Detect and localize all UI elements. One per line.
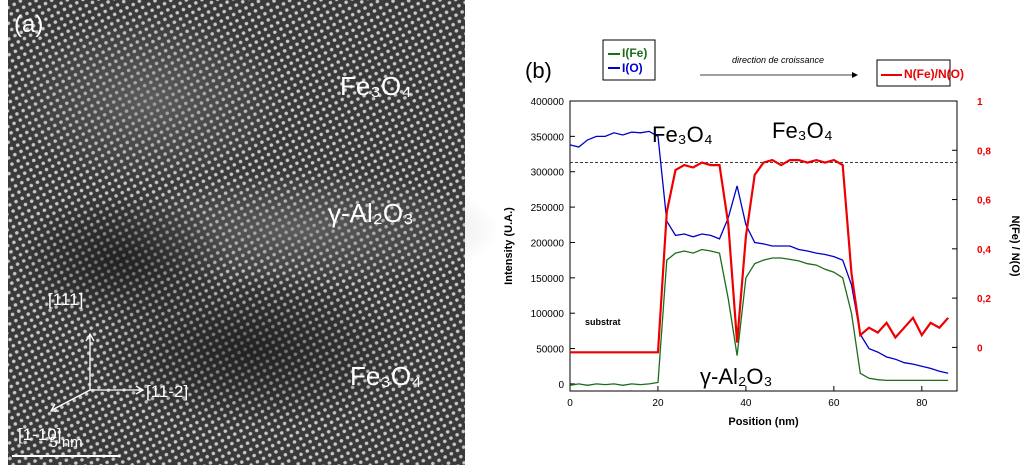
y2-tick-label: 0,8: [977, 146, 991, 157]
annotation: Fe₃O₄: [772, 118, 833, 143]
x-tick-label: 20: [652, 398, 664, 409]
direction-label: [11-2]: [146, 382, 188, 401]
x-tick-label: 80: [916, 398, 928, 409]
legend-note: direction de croissance: [732, 55, 824, 65]
y-tick-label: 250000: [531, 203, 565, 214]
annotation: γ-Al₂O₃: [700, 364, 773, 389]
y-tick-label: 150000: [531, 274, 565, 285]
y2-tick-label: 1: [977, 97, 983, 108]
legend-label: I(Fe): [622, 46, 647, 60]
series-line: [570, 158, 950, 354]
phase-label: Fe₃O₄: [350, 361, 422, 391]
y-axis-label: Intensity (U.A.): [503, 207, 515, 285]
growth-arrowhead: [852, 72, 858, 78]
panel-label: (a): [14, 11, 43, 38]
chart: 0 20 40 60 80 0 50000 100000 150000 200000 250000 3…: [503, 39, 1021, 428]
y-tick-label: 50000: [536, 345, 564, 356]
y-tick-label: 400000: [531, 97, 565, 108]
y-tick-label: 300000: [531, 168, 565, 179]
panel-label: (b): [525, 58, 552, 83]
phase-label: Fe₃O₄: [340, 71, 412, 101]
legend-label: I(O): [622, 61, 643, 75]
scale-bar-label: 5 nm: [49, 434, 82, 451]
legend-box: [602, 39, 656, 81]
series-line: [569, 248, 949, 386]
x-tick-label: 60: [828, 398, 840, 409]
x-tick-label: 0: [567, 398, 573, 409]
x-axis-label: Position (nm): [728, 416, 799, 428]
x-tick-label: 40: [740, 398, 752, 409]
tem-image: [8, 0, 500, 465]
y2-axis-label: N(Fe) / N(O): [1009, 215, 1021, 276]
annotation: Fe₃O₄: [652, 122, 713, 147]
legend-box: [876, 59, 951, 87]
y-tick-label: 100000: [531, 309, 565, 320]
series-line: [569, 130, 949, 374]
direction-label: [111]: [48, 290, 83, 309]
annotation: substrat: [585, 317, 621, 327]
y2-tick-label: 0,6: [977, 196, 991, 207]
plot-frame: [569, 100, 958, 392]
direction-label: [1-10]: [18, 425, 61, 444]
y-tick-label: 0: [558, 380, 564, 391]
phase-label: γ-Al₂O₃: [328, 198, 414, 228]
y2-tick-label: 0,2: [977, 294, 991, 305]
legend-label: N(Fe)/N(O): [904, 67, 964, 81]
y2-tick-label: 0: [977, 343, 983, 354]
y-tick-label: 200000: [531, 238, 565, 249]
y2-tick-label: 0,4: [977, 245, 991, 256]
y-tick-label: 350000: [531, 132, 565, 143]
